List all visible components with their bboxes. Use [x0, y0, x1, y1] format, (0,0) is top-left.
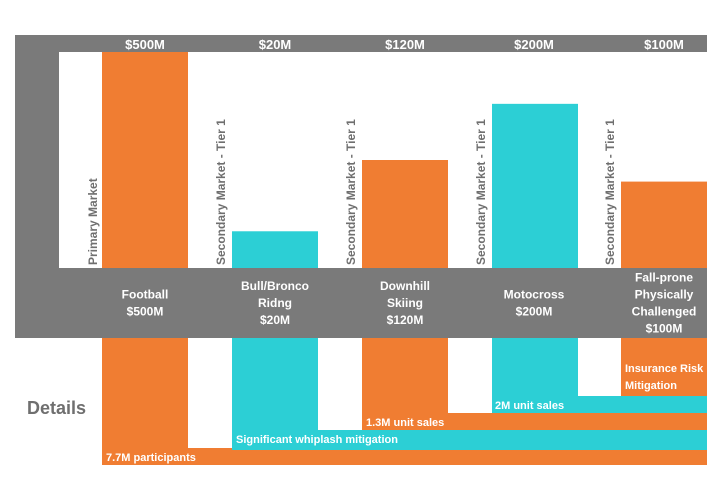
market-label-3: Secondary Market - Tier 1	[344, 119, 358, 265]
details-heading: Details	[27, 398, 86, 418]
detail-strip-4	[492, 396, 707, 413]
category-label-1-line-2: $500M	[127, 305, 164, 319]
labels: $500M $20M $120M $200M $100M Primary Market Se…	[27, 37, 704, 464]
detail-strip-2	[232, 430, 707, 450]
detail-label-1: 7.7M participants	[106, 452, 196, 464]
top-value-label-4: $200M	[514, 37, 554, 52]
detail-label-3: 1.3M unit sales	[366, 417, 444, 429]
category-label-5-line-4: $100M	[646, 322, 683, 336]
detail-strip-3	[362, 413, 707, 430]
frame-top-band	[15, 35, 707, 52]
category-label-2-line-1: Bull/Bronco	[241, 279, 309, 293]
bars	[102, 52, 707, 268]
category-label-5-line-2: Physically	[635, 288, 694, 302]
detail-label-5-line-2: Mitigation	[625, 380, 677, 392]
bar-1	[102, 52, 188, 268]
top-value-label-5: $100M	[644, 37, 684, 52]
bar-3	[362, 160, 448, 268]
top-value-label-1: $500M	[125, 37, 165, 52]
category-label-5-line-3: Challenged	[632, 305, 697, 319]
bar-2	[232, 231, 318, 268]
category-label-1-line-1: Football	[122, 288, 169, 302]
detail-label-4: 2M unit sales	[495, 400, 564, 412]
category-label-5-line-1: Fall-prone	[635, 271, 693, 285]
category-label-3-line-2: Skiing	[387, 296, 423, 310]
detail-label-2: Significant whiplash mitigation	[236, 434, 398, 446]
chart-frame	[15, 35, 707, 338]
details	[102, 338, 707, 465]
frame-category-band	[15, 268, 707, 338]
category-label-2-line-2: Ridng	[258, 296, 292, 310]
category-label-3-line-1: Downhill	[380, 279, 430, 293]
market-label-4: Secondary Market - Tier 1	[474, 119, 488, 265]
category-label-4-line-2: $200M	[516, 305, 553, 319]
bar-5	[621, 181, 707, 268]
market-label-5: Secondary Market - Tier 1	[603, 119, 617, 265]
top-value-label-2: $20M	[259, 37, 292, 52]
category-label-3-line-3: $120M	[387, 313, 424, 327]
market-label-2: Secondary Market - Tier 1	[214, 119, 228, 265]
top-value-label-3: $120M	[385, 37, 425, 52]
market-label-1: Primary Market	[86, 178, 100, 265]
detail-label-5-line-1: Insurance Risk	[625, 363, 704, 375]
bar-4	[492, 103, 578, 268]
category-label-4-line-1: Motocross	[504, 288, 565, 302]
category-label-2-line-3: $20M	[260, 313, 290, 327]
detail-strip-1	[102, 448, 707, 465]
detail-column-1	[102, 338, 188, 465]
detail-column-5	[621, 338, 707, 396]
